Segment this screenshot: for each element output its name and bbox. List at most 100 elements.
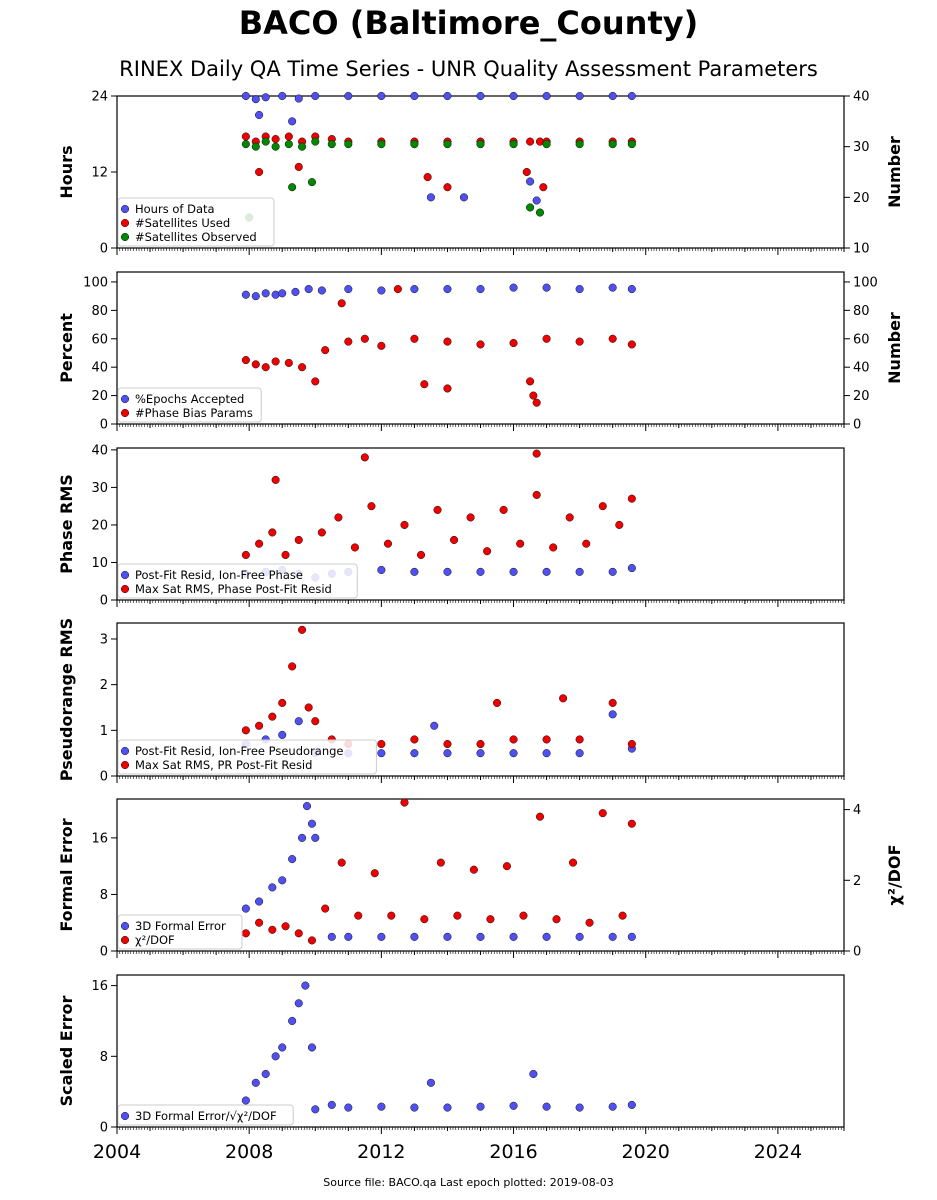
formal-error-y-tick-label: 16 (91, 831, 108, 846)
pseudorange-rms-blue-point (377, 749, 386, 758)
phase-rms-red-point (582, 539, 591, 548)
hours-red-point (539, 183, 548, 192)
phase-rms-legend-marker (120, 584, 130, 594)
hours-green-point (251, 142, 260, 151)
formal-error-legend-box (117, 914, 243, 950)
hours-red-point (255, 167, 264, 177)
formal-error-red-point (502, 862, 511, 871)
phase-rms-red-point (317, 528, 326, 537)
hours-green-point (535, 208, 545, 217)
percent-blue-point (241, 290, 250, 299)
phase-rms-red-point (532, 490, 541, 499)
hours-blue-point (377, 91, 386, 101)
hours-blue-point (278, 91, 287, 101)
phase-rms-red-point (268, 528, 277, 537)
percent-red-point (337, 299, 346, 308)
percent-blue-point (291, 287, 300, 296)
hours-blue-point (251, 95, 260, 104)
scaled-error-blue-point (344, 1103, 353, 1112)
phase-rms-blue-point (377, 565, 386, 575)
hours-green-point (241, 140, 250, 149)
percent-red-point (344, 337, 353, 346)
percent-red-point (526, 377, 535, 386)
percent-y-right-tick-label: 0 (853, 418, 861, 433)
pseudorange-rms-legend-marker (120, 760, 130, 770)
percent-red-point (627, 340, 636, 349)
formal-error-legend-marker (120, 935, 130, 945)
formal-error-y-right-axis-label: χ²/DOF (885, 845, 904, 906)
source-footer: Source file: BACO.qa Last epoch plotted:… (323, 1176, 614, 1189)
percent-red-point (476, 340, 485, 349)
phase-rms-red-point (383, 539, 393, 548)
hours-green-point (627, 140, 636, 149)
hours-legend-label: Hours of Data (135, 202, 215, 216)
formal-error-blue-point (608, 932, 617, 941)
percent-red-point (241, 356, 250, 365)
percent-blue-point (509, 283, 518, 292)
hours-green-point (608, 140, 617, 149)
hours-blue-point (443, 91, 452, 101)
percent-y-right-tick-label: 40 (853, 361, 870, 376)
pseudorange-rms-blue-point (575, 749, 584, 758)
hours-blue-point (608, 91, 617, 101)
formal-error-red-point (486, 915, 495, 924)
phase-rms-blue-point (542, 567, 551, 576)
percent-blue-point (627, 284, 636, 294)
pseudorange-rms-y-axis-label: Pseudorange RMS (57, 618, 76, 781)
hours-legend-marker (120, 218, 130, 228)
hours-green-point (261, 137, 270, 146)
hours-blue-point (261, 93, 270, 102)
pseudorange-rms-red-point (492, 698, 502, 707)
formal-error-blue-point (307, 819, 317, 828)
hours-y-right-axis-label: Number (885, 136, 904, 208)
scaled-error-blue-point (627, 1100, 636, 1109)
formal-error-blue-point (288, 855, 297, 864)
pseudorange-rms-y-tick-label: 1 (100, 724, 108, 739)
formal-error-red-point (354, 911, 363, 920)
formal-error-frame (116, 798, 845, 952)
percent-y-right-tick-label: 100 (853, 275, 878, 290)
percent-red-point (251, 360, 260, 369)
pseudorange-rms-legend-label: Post-Fit Resid, Ion-Free Pseudorange (135, 744, 343, 758)
hours-green-point (476, 140, 485, 149)
formal-error-red-point (535, 812, 545, 821)
x-tick-label: 2012 (357, 1141, 405, 1163)
pseudorange-rms-red-point (559, 694, 568, 703)
percent-y-right-tick-label: 20 (853, 389, 870, 404)
phase-rms-red-point (241, 550, 250, 560)
percent-legend-marker (120, 408, 130, 418)
formal-error-red-point (337, 858, 346, 867)
phase-rms-y-tick-label: 30 (91, 481, 108, 496)
percent-legend-label: %Epochs Accepted (135, 392, 244, 406)
scaled-error-blue-point (426, 1078, 435, 1087)
phase-rms-red-point (416, 550, 426, 560)
pseudorange-rms-red-point (278, 698, 287, 707)
hours-blue-point (509, 91, 518, 101)
hours-green-point (575, 140, 584, 149)
pseudorange-rms-blue-point (542, 749, 551, 758)
phase-rms-y-tick-label: 40 (91, 443, 108, 458)
formal-error-red-point (307, 936, 317, 945)
phase-rms-red-point (615, 520, 624, 529)
scaled-error-frame (116, 974, 845, 1128)
phase-rms-red-point (499, 505, 508, 514)
formal-error-red-point (321, 904, 330, 913)
percent-red-point (443, 384, 452, 393)
percent-red-point (420, 380, 429, 389)
percent-red-point (608, 334, 617, 343)
hours-green-point (344, 140, 353, 149)
formal-error-y-tick-label: 8 (100, 888, 108, 903)
hours-blue-point (459, 193, 469, 202)
percent-y-tick-label: 100 (83, 275, 108, 290)
chart-title: BACO (Baltimore_County) (238, 4, 699, 42)
phase-rms-legend-label: Post-Fit Resid, Ion-Free Phase (135, 568, 303, 582)
phase-rms-red-point (565, 513, 574, 522)
phase-rms-red-point (294, 535, 303, 545)
hours-blue-point (255, 110, 264, 120)
scaled-error-blue-point (241, 1096, 250, 1105)
phase-rms-red-point (350, 543, 359, 552)
pseudorange-rms-y-tick-label: 2 (100, 678, 108, 693)
hours-green-point (443, 140, 452, 149)
scaled-error-blue-point (261, 1069, 270, 1079)
percent-red-point (542, 334, 551, 343)
